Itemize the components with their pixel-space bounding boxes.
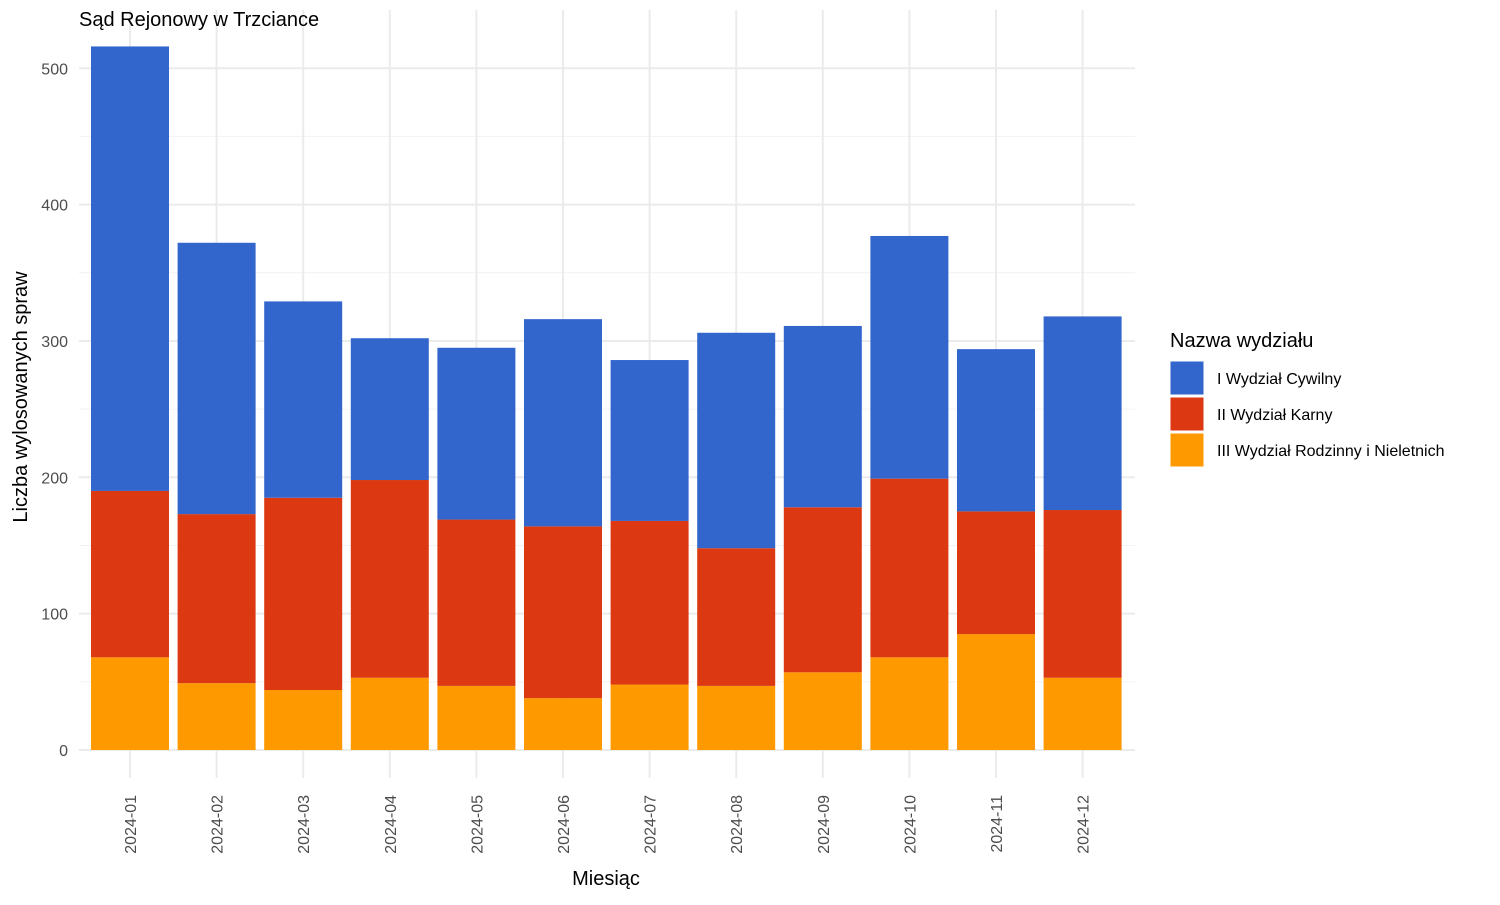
bar-segment — [957, 634, 1035, 750]
y-axis-ticks: 0 100 200 300 400 500 — [41, 61, 68, 760]
bar-segment — [1043, 510, 1122, 678]
bar-segment — [697, 548, 776, 686]
bar-segment — [437, 519, 516, 686]
y-tick-label: 300 — [41, 334, 68, 351]
x-tick-label: 2024-06 — [556, 795, 573, 854]
x-tick-label: 2024-10 — [902, 795, 919, 854]
bar-segment — [524, 698, 602, 750]
x-axis-title: Miesiąc — [572, 868, 640, 890]
bar-segment — [264, 301, 343, 498]
legend-label: II Wydział Karny — [1217, 407, 1332, 424]
bar-segment — [610, 684, 689, 750]
bar-segment — [783, 507, 862, 673]
bar-segment — [350, 677, 429, 750]
bar-segment — [524, 526, 602, 699]
y-tick-label: 200 — [41, 470, 68, 487]
x-axis-ticks: 2024-01 2024-02 2024-03 2024-04 2024-05 2024-… — [123, 795, 1093, 854]
x-tick-label: 2024-01 — [123, 795, 140, 854]
x-tick-label: 2024-03 — [296, 795, 313, 854]
y-tick-label: 0 — [59, 743, 68, 760]
bar-segment — [697, 332, 776, 549]
bar-segment — [350, 480, 429, 678]
bar-segment — [783, 672, 862, 750]
bar-segment — [350, 338, 429, 481]
bar-segment — [1043, 677, 1122, 750]
bar-segment — [783, 325, 862, 508]
bar-segment — [610, 360, 689, 521]
bar-segment — [91, 490, 169, 658]
y-axis-title: Liczba wylosowanych spraw — [10, 271, 32, 523]
y-tick-label: 500 — [41, 61, 68, 78]
bar-segment — [437, 685, 516, 750]
bar-segment — [957, 511, 1035, 635]
bars-layer — [91, 46, 1122, 750]
bar-segment — [264, 497, 343, 691]
x-tick-label: 2024-09 — [816, 795, 833, 854]
x-tick-label: 2024-12 — [1076, 795, 1093, 854]
bar-segment — [870, 235, 949, 479]
legend-swatch — [1169, 396, 1205, 432]
legend-swatch — [1169, 432, 1205, 468]
legend-swatch — [1169, 360, 1205, 396]
bar-segment — [957, 349, 1035, 512]
bar-segment — [264, 690, 343, 750]
x-tick-label: 2024-04 — [383, 795, 400, 854]
bar-segment — [697, 685, 776, 750]
bar-segment — [610, 520, 689, 685]
bar-segment — [870, 478, 949, 658]
legend-label: III Wydział Rodzinny i Nieletnich — [1217, 443, 1445, 460]
x-tick-label: 2024-02 — [210, 795, 227, 854]
legend-items: I Wydział Cywilny II Wydział Karny III Wyd… — [1169, 360, 1445, 468]
x-tick-label: 2024-11 — [989, 795, 1006, 853]
chart-title: Sąd Rejonowy w Trzciance — [79, 9, 319, 31]
bar-segment — [91, 46, 169, 491]
legend-title: Nazwa wydziału — [1170, 330, 1313, 352]
y-tick-label: 100 — [41, 607, 68, 624]
legend: Nazwa wydziału I Wydział Cywilny II Wydzi… — [1169, 330, 1445, 468]
bar-segment — [1043, 316, 1122, 511]
bar-segment — [91, 657, 169, 750]
bar-segment — [177, 683, 256, 750]
bar-segment — [177, 242, 256, 515]
x-tick-label: 2024-07 — [643, 795, 660, 854]
x-tick-label: 2024-08 — [729, 795, 746, 854]
y-tick-label: 400 — [41, 198, 68, 215]
x-tick-label: 2024-05 — [469, 795, 486, 854]
bar-segment — [870, 657, 949, 750]
bar-segment — [437, 347, 516, 520]
bar-segment — [524, 319, 602, 527]
bar-segment — [177, 514, 256, 684]
legend-label: I Wydział Cywilny — [1217, 371, 1341, 388]
